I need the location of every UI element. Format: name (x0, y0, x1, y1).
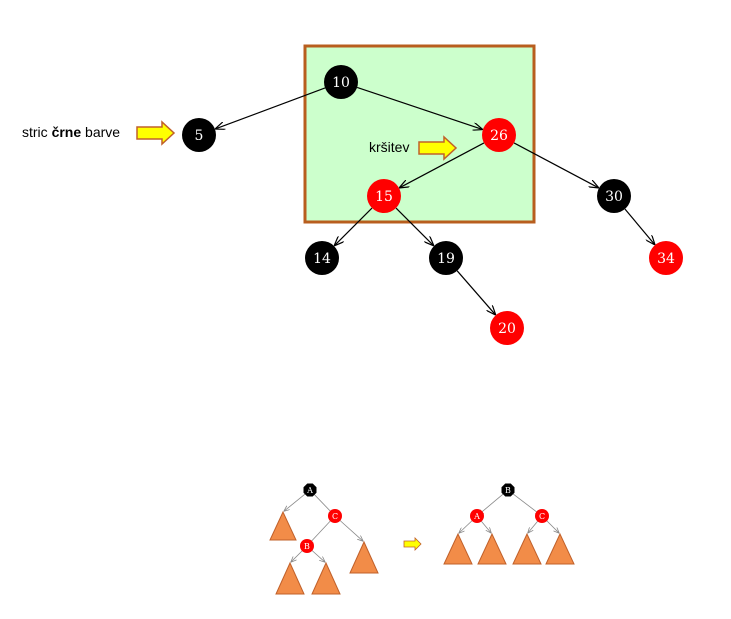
rotation-before-edges (285, 493, 363, 562)
rotation-edge (339, 519, 362, 541)
subtree-triangle (477, 532, 507, 565)
rotation-node-shape (470, 509, 484, 523)
tree-node-14: 14 (305, 241, 339, 275)
tree-node-label: 14 (313, 251, 331, 267)
tree-node-circle (324, 65, 358, 99)
tree-node-circle (367, 179, 401, 213)
tree-node-circle (305, 241, 339, 275)
tree-node-label: 26 (490, 128, 508, 144)
tree-node-5: 5 (182, 118, 216, 152)
rotation-node-B: B (300, 539, 314, 553)
rotation-node-label: A (306, 486, 313, 495)
violation-label: kršitev (369, 139, 409, 155)
rotation-node-label: C (539, 512, 545, 521)
tree-edge (216, 87, 326, 129)
main-tree-nodes: 10 5 26 15 30 14 19 34 20 (182, 65, 683, 345)
tree-node-10: 10 (324, 65, 358, 99)
tree-node-label: 19 (437, 251, 455, 267)
subtree-triangle (545, 532, 575, 565)
rotation-after-edges (459, 493, 558, 533)
tree-node-label: 5 (195, 128, 204, 144)
rotation-edge (528, 520, 539, 533)
rotation-node-C: C (328, 509, 342, 523)
rotation-node-B: B (501, 483, 515, 497)
tree-node-label: 30 (605, 189, 623, 205)
violation-pointer-arrow-icon (418, 135, 458, 161)
tree-node-26: 26 (482, 118, 516, 152)
subtree-triangle (443, 532, 473, 565)
rotation-node-label: A (473, 512, 480, 521)
rotation-edge (308, 520, 332, 544)
subtree-triangle (275, 561, 305, 595)
tree-node-label: 15 (375, 189, 393, 205)
rotation-edge (479, 493, 504, 515)
tree-node-circle (482, 118, 516, 152)
tree-edge (624, 208, 655, 244)
rotation-edge (285, 493, 306, 511)
rotation-edge (480, 520, 491, 533)
tree-edge (400, 142, 485, 188)
tree-node-label: 10 (332, 75, 350, 91)
tree-node-circle (597, 179, 631, 213)
uncle-black-label: stric črne barve (22, 124, 120, 140)
tree-node-circle (490, 311, 524, 345)
uncle-pointer-arrow-icon (136, 120, 176, 146)
rotation-edge (291, 549, 304, 561)
tree-node-label: 20 (498, 321, 516, 337)
rotation-node-shape (328, 509, 342, 523)
rotation-edge (512, 493, 541, 515)
tree-edge (335, 207, 373, 245)
rotation-node-A: A (303, 483, 317, 497)
rotation-edge (459, 519, 473, 532)
tree-edge (356, 86, 482, 129)
rotation-before-subtrees (269, 510, 379, 595)
tree-node-15: 15 (367, 179, 401, 213)
tree-node-label: 34 (657, 251, 675, 267)
rotation-node-C: C (535, 509, 549, 523)
subtree-triangle (269, 510, 297, 541)
transition-arrow-icon (403, 537, 422, 551)
rotation-edge (545, 519, 558, 532)
rotation-after-nodes: B A C (470, 483, 549, 523)
rotation-node-shape (300, 539, 314, 553)
rotation-after-subtrees (443, 532, 575, 565)
subtree-triangle (349, 540, 379, 574)
tree-node-30: 30 (597, 179, 631, 213)
tree-node-circle (182, 118, 216, 152)
tree-node-34: 34 (649, 241, 683, 275)
tree-node-20: 20 (490, 311, 524, 345)
tree-edge (456, 270, 495, 315)
rotation-node-shape (501, 483, 515, 497)
rotation-edge (311, 549, 324, 562)
tree-edge (395, 207, 433, 245)
tree-node-19: 19 (429, 241, 463, 275)
rotation-node-shape (535, 509, 549, 523)
rotation-before-nodes: A C B (300, 483, 342, 553)
tree-node-circle (429, 241, 463, 275)
tree-node-circle (649, 241, 683, 275)
subtree-triangle (512, 532, 542, 565)
rotation-node-label: B (304, 542, 310, 551)
rotation-node-A: A (470, 509, 484, 523)
rotation-node-label: B (505, 486, 511, 495)
rotation-node-shape (303, 483, 317, 497)
tree-edge (513, 142, 598, 188)
rotation-node-label: C (332, 512, 338, 521)
subtree-triangle (311, 561, 341, 595)
main-tree-edges (216, 86, 655, 315)
